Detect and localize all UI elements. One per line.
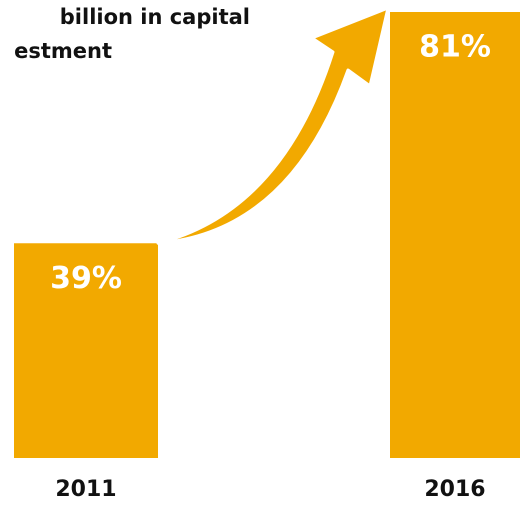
chart-title: estment <box>14 39 112 63</box>
x-tick-label: 2016 <box>424 477 485 502</box>
value-label: 81% <box>419 30 491 65</box>
chart-title: billion in capital <box>60 5 250 29</box>
bar <box>390 12 520 458</box>
value-label: 39% <box>50 261 122 296</box>
growth-arrow <box>156 6 390 245</box>
bar <box>14 243 158 458</box>
x-tick-label: 2011 <box>55 477 116 502</box>
